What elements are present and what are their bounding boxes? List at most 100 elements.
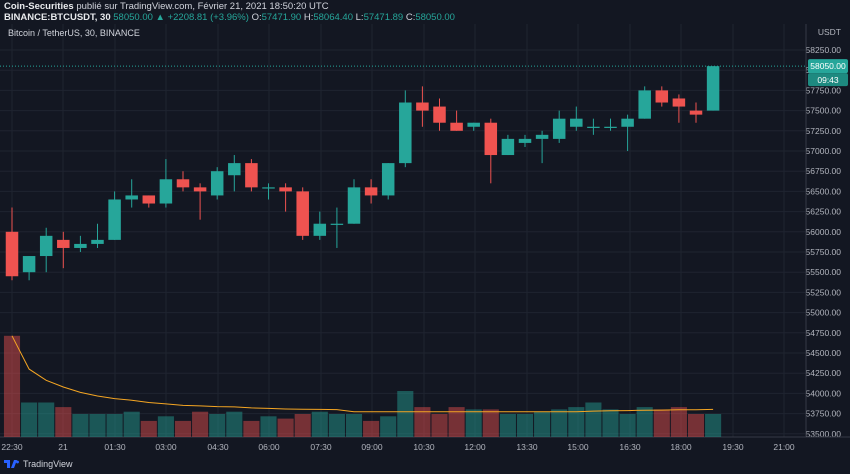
candle-up [74,243,87,248]
time-tick-label: 03:00 [155,442,177,452]
volume-bar [397,391,414,437]
time-tick-label: 19:30 [722,442,744,452]
volume-bar [551,409,568,437]
candle-up [22,256,36,273]
high-value: 58064.40 [313,12,353,23]
volume-bar [534,411,551,437]
price-tick-label: 56750.00 [806,166,842,176]
volume-bar [260,416,277,437]
volume-bar [123,411,140,437]
candle-up [159,179,173,204]
volume-bar [106,414,123,437]
footer: TradingView [0,456,850,474]
price-tick-label: 55500.00 [806,267,842,277]
volume-bar [670,407,687,437]
candle-up [381,163,395,196]
brand-label: TradingView [23,459,73,469]
volume-bar [311,411,328,437]
volume-bar [21,402,38,437]
volume-bar [636,407,653,437]
time-tick-label: 21 [58,442,68,452]
time-tick-label: 15:00 [567,442,589,452]
candle-down [672,98,686,107]
volume-bar [55,407,72,437]
candle-up [108,199,121,240]
unit-label-bg [815,26,845,38]
last-price: 58050.00 [113,12,153,23]
price-tick-label: 54750.00 [806,328,842,338]
volume-bar [619,414,636,437]
volume-bar [363,420,380,437]
candle-down [279,187,292,192]
price-tick-label: 56250.00 [806,207,842,217]
candle-up [91,239,104,244]
tradingview-logo-icon [4,460,19,468]
price-tick-label: 53500.00 [806,429,842,439]
candle-up [210,171,224,196]
time-tick-label: 21:00 [773,442,795,452]
candle-up [535,134,549,139]
snapshot-header: Coin-Securities publié sur TradingView.c… [0,0,850,24]
candle-down [245,163,258,188]
volume-bar [516,414,534,437]
time-tick-label: 18:00 [670,442,692,452]
publisher-name[interactable]: Coin-Securities [4,1,74,12]
volume-bar [157,416,174,437]
volume-bar [174,420,192,437]
published-text: publié sur TradingView.com, Février 21, … [76,1,329,12]
candle-down [364,187,378,196]
candle-down [416,102,429,111]
symbol-text: BINANCE:BTCUSDT, 30 [4,12,111,23]
time-tick-label: 04:30 [207,442,229,452]
candle-down [57,239,70,248]
volume-bar [380,416,397,437]
price-tick-label: 53750.00 [806,409,842,419]
current-price-tag-label: 58050.00 [810,61,846,71]
volume-bar [705,414,722,437]
candle-down [655,90,669,103]
candle-up [347,187,361,224]
candle-up [330,223,344,225]
volume-bar [294,414,311,437]
volume-ma-line [11,335,714,413]
volume-bar [192,411,209,437]
time-tick-label: 10:30 [413,442,435,452]
volume-bar [3,335,21,437]
candle-up [587,126,600,128]
volume-bar [209,414,226,437]
volume-bar [431,414,448,437]
candle-up [467,122,480,127]
time-tick-label: 06:00 [258,442,280,452]
volume-bar [448,407,465,437]
candle-down [193,187,207,192]
price-tick-label: 57250.00 [806,126,842,136]
tradingview-brand[interactable]: TradingView [4,459,73,469]
volume-bar [482,409,499,437]
candle-up [570,118,583,127]
volume-bar [328,414,345,437]
close-value: 58050.00 [415,12,455,23]
time-tick-label: 07:30 [310,442,332,452]
chart-legend: Bitcoin / TetherUS, 30, BINANCE [8,28,140,38]
volume-bar [243,420,260,437]
price-tick-label: 55250.00 [806,287,842,297]
volume-bar [585,402,602,437]
price-tick-label: 58250.00 [806,45,842,55]
open-label: O: [251,12,262,23]
candle-down [484,122,498,156]
volume-bar [38,402,55,437]
candle-up [621,118,634,127]
candle-down [5,231,19,277]
symbol-line: BINANCE:BTCUSDT, 30 58050.00 ▲ +2208.81 … [4,12,455,24]
high-label: H: [303,12,314,23]
price-tick-label: 56000.00 [806,227,842,237]
open-value: 57471.90 [261,12,302,23]
price-change: ▲ +2208.81 (+3.96%) [155,12,249,23]
price-tick-label: 54500.00 [806,348,842,358]
candle-up [552,118,566,139]
volume-bar [465,409,482,437]
countdown-tag [808,73,848,87]
candle-up [518,138,532,143]
